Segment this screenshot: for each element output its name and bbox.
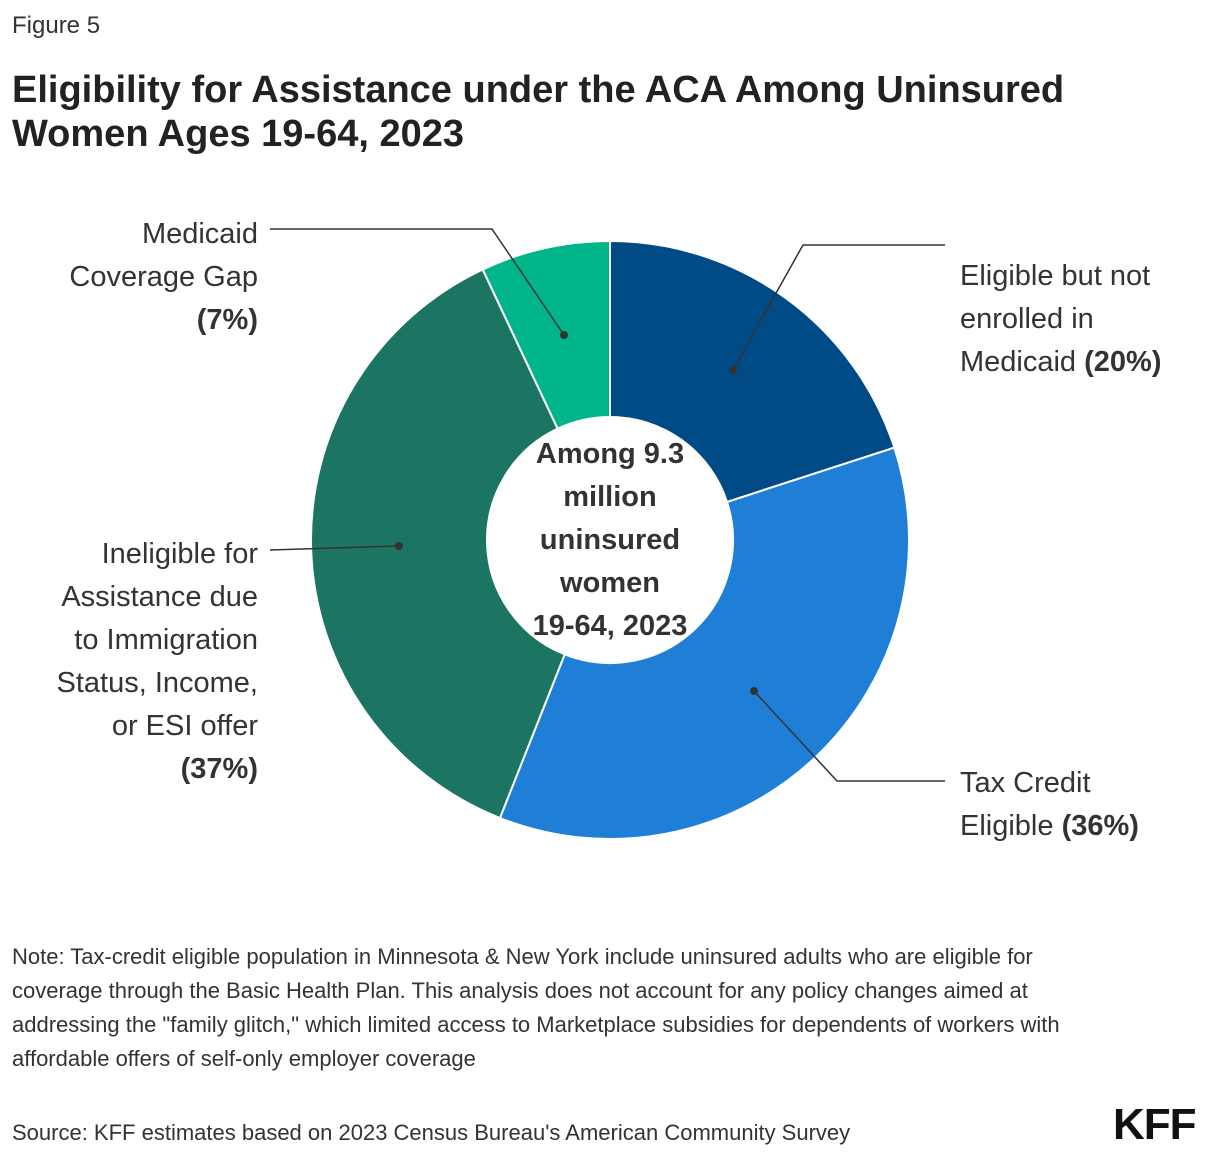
- slice-value-ineligible: (37%): [181, 753, 258, 785]
- slice-value-tax-credit-eligible: (36%): [1062, 810, 1139, 842]
- leader-dot-tax-credit-eligible: [750, 687, 758, 695]
- slice-label-ineligible: Ineligible for Assistance due to Immigrati…: [57, 538, 259, 785]
- leader-dot-ineligible: [395, 542, 403, 550]
- slice-ineligible: [310, 268, 567, 820]
- slice-eligible-not-enrolled: [609, 239, 896, 504]
- leader-line-coverage-gap: [270, 228, 565, 336]
- leader-dot-coverage-gap: [560, 331, 568, 339]
- slice-label-eligible-not-enrolled: Eligible but not enrolled in Medicaid (20%…: [960, 260, 1161, 378]
- chart-source: Source: KFF estimates based on 2023 Cens…: [12, 1120, 851, 1145]
- slice-label-tax-credit-eligible: Tax Credit Eligible (36%): [960, 767, 1139, 842]
- slice-value-eligible-not-enrolled: (20%): [1084, 346, 1161, 378]
- chart-note: Note: Tax-credit eligible population in …: [12, 944, 1060, 1071]
- leader-line-tax-credit-eligible: [753, 690, 945, 782]
- slice-value-coverage-gap: (7%): [197, 304, 258, 336]
- kff-logo: KFF: [1113, 1100, 1197, 1149]
- slice-label-coverage-gap: Medicaid Coverage Gap (7%): [69, 218, 258, 336]
- leader-dot-eligible-not-enrolled: [729, 366, 737, 374]
- donut-center-label: Among 9.3 million uninsured women 19-64, 202…: [533, 438, 688, 642]
- slice-tax-credit-eligible: [498, 446, 910, 840]
- leader-line-eligible-not-enrolled: [732, 244, 945, 371]
- chart-title: Eligibility for Assistance under the ACA…: [12, 69, 1065, 155]
- figure-label: Figure 5: [12, 12, 101, 39]
- slice-coverage-gap: [481, 239, 611, 431]
- leader-line-ineligible: [269, 545, 400, 551]
